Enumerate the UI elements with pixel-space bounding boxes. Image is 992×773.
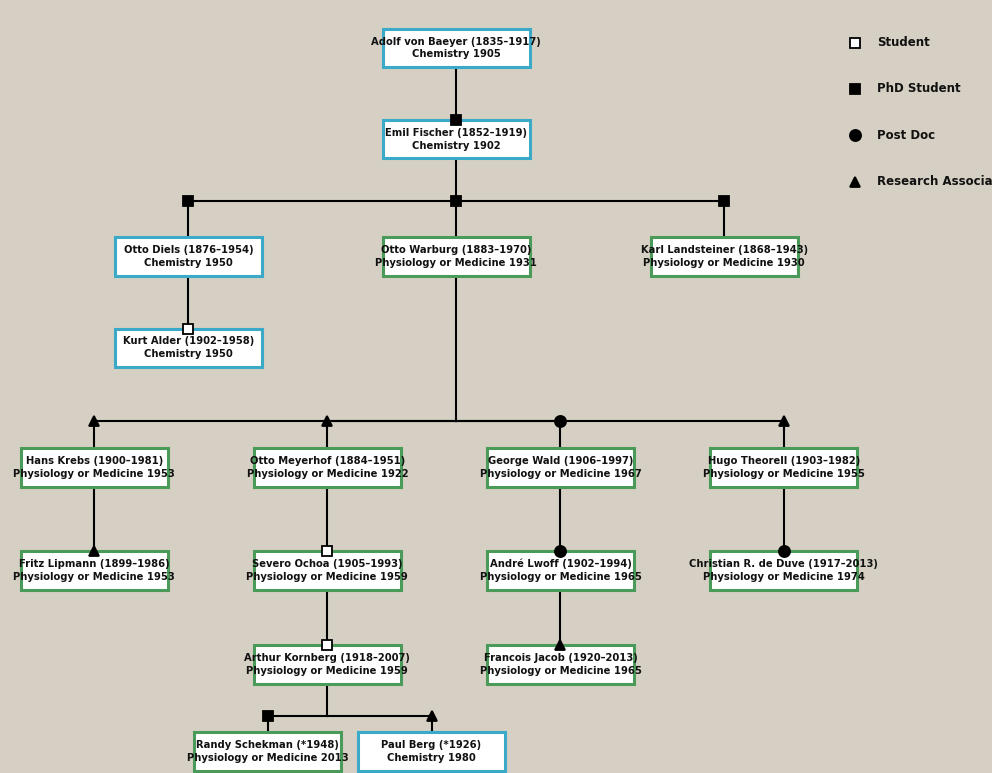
FancyBboxPatch shape	[254, 448, 401, 487]
FancyBboxPatch shape	[710, 551, 857, 590]
Text: Otto Diels (1876–1954)
Chemistry 1950: Otto Diels (1876–1954) Chemistry 1950	[124, 245, 253, 268]
Text: Kurt Alder (1902–1958)
Chemistry 1950: Kurt Alder (1902–1958) Chemistry 1950	[123, 336, 254, 359]
FancyBboxPatch shape	[254, 551, 401, 590]
Text: Fritz Lipmann (1899–1986)
Physiology or Medicine 1953: Fritz Lipmann (1899–1986) Physiology or …	[13, 559, 176, 582]
Text: Arthur Kornberg (1918–2007)
Physiology or Medicine 1959: Arthur Kornberg (1918–2007) Physiology o…	[244, 653, 411, 676]
Text: André Lwoff (1902–1994)
Physiology or Medicine 1965: André Lwoff (1902–1994) Physiology or Me…	[479, 559, 642, 582]
Text: Post Doc: Post Doc	[877, 129, 935, 141]
FancyBboxPatch shape	[194, 732, 341, 771]
FancyBboxPatch shape	[487, 551, 634, 590]
FancyBboxPatch shape	[21, 551, 168, 590]
FancyBboxPatch shape	[710, 448, 857, 487]
Text: Hugo Theorell (1903–1982)
Physiology or Medicine 1955: Hugo Theorell (1903–1982) Physiology or …	[702, 456, 865, 479]
FancyBboxPatch shape	[383, 237, 530, 276]
FancyBboxPatch shape	[254, 645, 401, 684]
Text: Research Associate: Research Associate	[877, 175, 992, 188]
Text: Otto Meyerhof (1884–1951)
Physiology or Medicine 1922: Otto Meyerhof (1884–1951) Physiology or …	[247, 456, 408, 479]
FancyBboxPatch shape	[651, 237, 798, 276]
Text: Paul Berg (*1926)
Chemistry 1980: Paul Berg (*1926) Chemistry 1980	[382, 740, 481, 763]
Text: Karl Landsteiner (1868–1943)
Physiology or Medicine 1930: Karl Landsteiner (1868–1943) Physiology …	[641, 245, 807, 268]
FancyBboxPatch shape	[383, 120, 530, 158]
Text: Adolf von Baeyer (1835–1917)
Chemistry 1905: Adolf von Baeyer (1835–1917) Chemistry 1…	[371, 36, 542, 60]
FancyBboxPatch shape	[358, 732, 505, 771]
Text: Severo Ochoa (1905–1993)
Physiology or Medicine 1959: Severo Ochoa (1905–1993) Physiology or M…	[246, 559, 409, 582]
Text: Student: Student	[877, 36, 930, 49]
Text: Francois Jacob (1920–2013)
Physiology or Medicine 1965: Francois Jacob (1920–2013) Physiology or…	[479, 653, 642, 676]
FancyBboxPatch shape	[383, 29, 530, 67]
FancyBboxPatch shape	[487, 448, 634, 487]
Text: Emil Fischer (1852–1919)
Chemistry 1902: Emil Fischer (1852–1919) Chemistry 1902	[385, 128, 528, 151]
Text: Christian R. de Duve (1917–2013)
Physiology or Medicine 1974: Christian R. de Duve (1917–2013) Physiol…	[689, 559, 878, 582]
Text: Randy Schekman (*1948)
Physiology or Medicine 2013: Randy Schekman (*1948) Physiology or Med…	[187, 740, 348, 763]
Text: Hans Krebs (1900–1981)
Physiology or Medicine 1953: Hans Krebs (1900–1981) Physiology or Med…	[13, 456, 176, 479]
FancyBboxPatch shape	[487, 645, 634, 684]
FancyBboxPatch shape	[115, 329, 262, 367]
Text: Otto Warburg (1883–1970)
Physiology or Medicine 1931: Otto Warburg (1883–1970) Physiology or M…	[375, 245, 538, 268]
FancyBboxPatch shape	[115, 237, 262, 276]
FancyBboxPatch shape	[21, 448, 168, 487]
Text: PhD Student: PhD Student	[877, 83, 960, 95]
Text: George Wald (1906–1997)
Physiology or Medicine 1967: George Wald (1906–1997) Physiology or Me…	[479, 456, 642, 479]
